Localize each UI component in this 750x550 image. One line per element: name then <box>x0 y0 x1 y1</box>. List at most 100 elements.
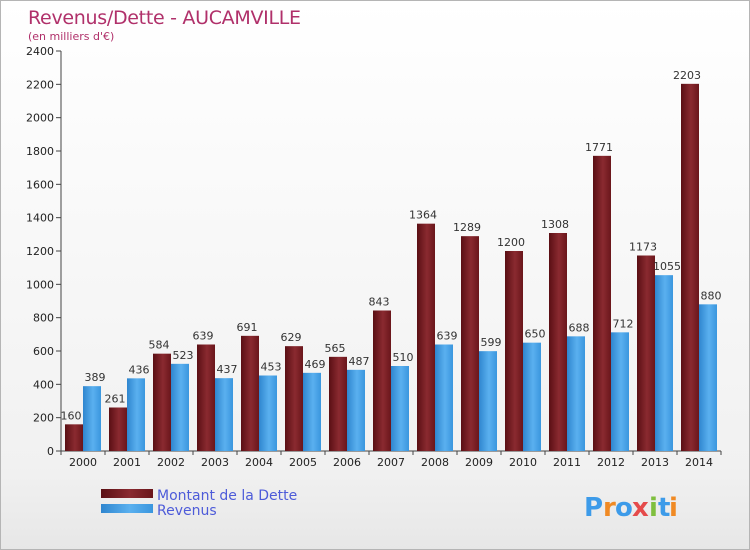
bar-dette <box>65 424 83 451</box>
x-tick-label: 2006 <box>333 456 361 469</box>
bar-dette <box>681 83 699 451</box>
bar-revenus <box>215 378 233 451</box>
data-label-revenus: 712 <box>613 317 634 330</box>
y-tick-label: 1400 <box>26 212 54 225</box>
x-tick-label: 2012 <box>597 456 625 469</box>
bar-dette <box>593 155 611 452</box>
bar-revenus <box>435 344 453 451</box>
y-tick-label: 0 <box>47 445 54 458</box>
y-tick-label: 200 <box>33 412 54 425</box>
data-label-revenus: 510 <box>393 351 414 364</box>
bar-dette <box>241 335 259 451</box>
y-tick-label: 2000 <box>26 112 54 125</box>
chart-title: Revenus/Dette - AUCAMVILLE <box>28 7 301 29</box>
bar-revenus <box>699 304 717 451</box>
data-label-revenus: 639 <box>437 330 458 343</box>
bar-revenus <box>127 378 145 451</box>
bar-revenus <box>523 342 541 451</box>
data-label-revenus: 1055 <box>653 260 681 273</box>
bar-revenus <box>171 363 189 451</box>
x-tick-label: 2004 <box>245 456 273 469</box>
bar-revenus <box>479 351 497 451</box>
data-label-revenus: 688 <box>569 321 590 334</box>
data-label-revenus: 453 <box>261 361 282 374</box>
legend-label-dette: Montant de la Dette <box>157 488 297 504</box>
data-label-dette: 1173 <box>629 241 657 254</box>
y-tick-label: 400 <box>33 378 54 391</box>
bar-dette <box>109 407 127 451</box>
x-tick-label: 2013 <box>641 456 669 469</box>
bars-layer <box>65 83 717 452</box>
bar-dette <box>329 356 347 451</box>
data-label-dette: 639 <box>193 330 214 343</box>
bar-dette <box>373 310 391 451</box>
x-tick-label: 2009 <box>465 456 493 469</box>
data-label-dette: 629 <box>281 331 302 344</box>
data-label-dette: 160 <box>61 409 82 422</box>
y-tick-label: 1800 <box>26 145 54 158</box>
data-label-revenus: 389 <box>85 371 106 384</box>
data-label-dette: 1771 <box>585 141 613 154</box>
legend: Montant de la Dette Revenus <box>101 488 297 519</box>
data-label-revenus: 487 <box>349 355 370 368</box>
data-label-revenus: 599 <box>481 336 502 349</box>
logo-letter: x <box>632 493 649 523</box>
legend-swatch-dette <box>101 489 153 498</box>
bar-dette <box>505 251 523 451</box>
bar-revenus <box>391 366 409 451</box>
data-label-revenus: 523 <box>173 349 194 362</box>
legend-label-revenus: Revenus <box>157 503 217 519</box>
x-tick-label: 2011 <box>553 456 581 469</box>
y-tick-label: 2400 <box>26 45 54 58</box>
data-label-dette: 1200 <box>497 236 525 249</box>
bar-dette <box>285 346 303 451</box>
logo-letter: i <box>669 493 678 523</box>
logo-letter: r <box>603 493 616 523</box>
x-tick-label: 2010 <box>509 456 537 469</box>
bar-dette <box>549 233 567 451</box>
bar-revenus <box>347 369 365 451</box>
legend-swatch-revenus <box>101 504 153 513</box>
x-tick-label: 2001 <box>113 456 141 469</box>
bar-dette <box>461 236 479 451</box>
bar-revenus <box>655 275 673 451</box>
bar-revenus <box>83 386 101 451</box>
bar-revenus <box>259 375 277 451</box>
data-label-revenus: 437 <box>217 363 238 376</box>
logo-letter: t <box>658 493 670 523</box>
logo-letter: i <box>649 493 658 523</box>
y-tick-label: 1200 <box>26 245 54 258</box>
data-label-dette: 2203 <box>673 69 701 82</box>
data-label-dette: 691 <box>237 321 258 334</box>
y-tick-label: 1600 <box>26 178 54 191</box>
data-label-dette: 843 <box>369 296 390 309</box>
bar-dette <box>637 255 655 451</box>
y-tick-label: 600 <box>33 345 54 358</box>
data-label-dette: 584 <box>149 339 170 352</box>
data-label-dette: 1308 <box>541 218 569 231</box>
data-label-revenus: 436 <box>129 363 150 376</box>
bar-dette <box>417 223 435 451</box>
x-tick-label: 2003 <box>201 456 229 469</box>
data-label-dette: 261 <box>105 393 126 406</box>
chart-subtitle: (en milliers d'€) <box>28 30 115 43</box>
x-tick-label: 2000 <box>69 456 97 469</box>
data-label-dette: 1289 <box>453 221 481 234</box>
y-tick-label: 2200 <box>26 78 54 91</box>
data-label-dette: 565 <box>325 342 346 355</box>
y-tick-label: 1000 <box>26 278 54 291</box>
bar-revenus <box>611 332 629 451</box>
x-tick-label: 2014 <box>685 456 713 469</box>
logo-letter: P <box>584 493 603 523</box>
x-tick-label: 2008 <box>421 456 449 469</box>
data-label-revenus: 469 <box>305 358 326 371</box>
data-label-revenus: 880 <box>701 289 722 302</box>
x-tick-label: 2002 <box>157 456 185 469</box>
bar-dette <box>197 344 215 451</box>
logo-letter: o <box>615 493 633 523</box>
y-tick-label: 800 <box>33 312 54 325</box>
